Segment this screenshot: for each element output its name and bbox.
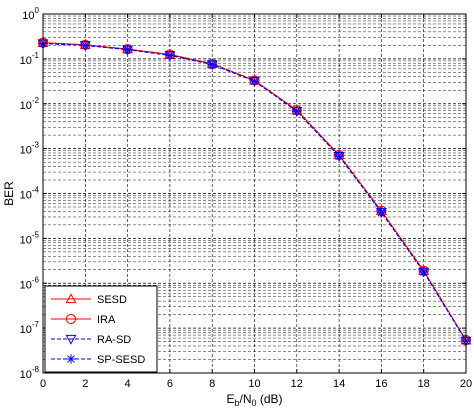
x-tick-label: 6: [167, 378, 173, 390]
circle-marker: [65, 313, 77, 325]
y-tick-label: 10-4: [20, 186, 40, 202]
star-marker: [292, 106, 302, 116]
y-tick-label: 10-1: [20, 51, 40, 67]
star-marker-stroke: [292, 107, 301, 116]
x-label-unit: (dB): [257, 392, 283, 406]
star-marker: [376, 207, 386, 217]
y-tick-label: 100: [22, 6, 39, 22]
star-marker-stroke: [81, 41, 90, 50]
x-label-0-sub: 0: [252, 398, 257, 408]
x-label-n: /N: [240, 392, 252, 406]
x-tick-label: 14: [333, 378, 345, 390]
y-tick-label: 10-8: [20, 365, 40, 381]
y-tick-label: 10-2: [20, 96, 40, 112]
star-marker-stroke: [250, 77, 259, 85]
x-axis-label: Eb/N0 (dB): [226, 392, 282, 408]
x-label-b-sub: b: [234, 398, 239, 408]
star-marker: [419, 267, 429, 277]
x-tick-label: 4: [125, 378, 131, 390]
x-tick-label: 2: [82, 378, 88, 390]
y-tick-label: 10-3: [20, 141, 40, 157]
star-marker: [249, 76, 260, 86]
star-marker-stroke: [419, 267, 428, 276]
star-marker: [66, 354, 76, 364]
legend-items: SESD IRA RA-SD SP-SESD: [51, 293, 145, 366]
x-tick-label: 16: [375, 378, 387, 390]
legend-label: RA-SD: [97, 334, 131, 346]
y-axis-ticks: 100 10-1 10-2 10-3 10-4 10-5 10-6 10-7 10-8: [20, 6, 466, 381]
x-tick-label: 20: [460, 378, 472, 390]
legend-label: IRA: [97, 314, 116, 326]
star-marker: [165, 50, 175, 60]
x-tick-label: 10: [248, 378, 260, 390]
star-marker-stroke: [335, 152, 343, 160]
legend: SESD IRA RA-SD SP-SESD: [44, 285, 158, 373]
triangle-down-marker: [65, 334, 77, 345]
star-marker-stroke: [208, 60, 217, 69]
legend-label: SESD: [97, 294, 127, 306]
legend-item-sesd: SESD: [51, 293, 127, 306]
x-tick-label: 0: [40, 378, 46, 390]
series-layer: [37, 37, 472, 347]
legend-box: [44, 285, 158, 373]
y-tick-label: 10-5: [20, 230, 40, 246]
x-tick-label: 8: [209, 378, 215, 390]
series-sp-sesd: [38, 38, 471, 346]
legend-item-ra-sd: RA-SD: [51, 334, 131, 346]
star-marker: [123, 45, 133, 55]
y-tick-label: 10-7: [20, 320, 40, 336]
y-axis-label: BER: [2, 181, 16, 206]
star-marker-stroke: [166, 51, 174, 60]
star-marker-stroke: [377, 208, 386, 217]
x-axis-ticks: 0 2 4 6 8 10 12 14 16 18 20: [40, 14, 472, 390]
x-tick-label: 18: [418, 378, 430, 390]
star-marker: [334, 151, 344, 161]
star-marker-stroke: [67, 355, 75, 363]
x-tick-label: 12: [291, 378, 303, 390]
star-marker: [207, 59, 217, 70]
x-label-e: E: [226, 392, 234, 406]
legend-item-ira: IRA: [51, 313, 116, 326]
legend-label: SP-SESD: [97, 354, 145, 366]
legend-item-sp-sesd: SP-SESD: [51, 354, 145, 366]
y-tick-label: 10-6: [20, 275, 40, 291]
star-marker: [80, 40, 90, 50]
star-marker-stroke: [123, 45, 132, 54]
triangle-up-marker: [65, 293, 77, 304]
